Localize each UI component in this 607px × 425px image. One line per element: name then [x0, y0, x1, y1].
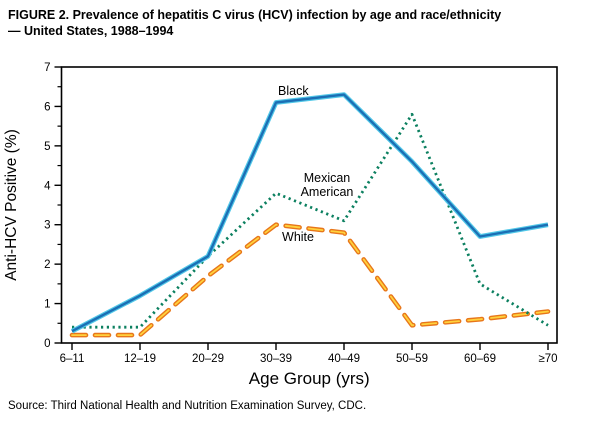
y-tick-label: 1: [44, 299, 50, 311]
series-mexican-american-line: [72, 112, 549, 329]
x-tick-label: 30–39: [260, 353, 292, 365]
x-tick-label: 50–59: [396, 353, 428, 365]
series-label-white: White: [282, 230, 314, 244]
y-tick-label: 2: [44, 259, 50, 271]
chart-area: 0 1 2 3 4 5 6 7 6–11 12–19 20–29 30–39 40–49 50–59 60–…: [0, 60, 607, 395]
x-tick-label: 60–69: [464, 353, 496, 365]
x-tick-label: 12–19: [124, 353, 156, 365]
figure-title-line2: — United States, 1988–1994: [8, 24, 174, 39]
y-tick-label: 3: [44, 220, 50, 232]
source-note: Source: Third National Health and Nutrit…: [8, 400, 367, 412]
y-tick-label: 5: [44, 141, 50, 153]
x-tick-label: 6–11: [60, 353, 85, 365]
y-axis-title: Anti-HCV Positive (%): [3, 129, 20, 281]
plot-frame: [60, 66, 558, 344]
series-white-line-core: [71, 223, 549, 337]
y-tick-label: 4: [44, 180, 51, 192]
x-tick-label: 20–29: [192, 353, 224, 365]
series-black-line-edge: [70, 92, 549, 334]
series-label-black: Black: [278, 84, 309, 98]
figure-title: FIGURE 2. Prevalence of hepatitis C viru…: [8, 7, 602, 40]
series-label-mexican-american: Mexican: [304, 171, 351, 185]
y-tick-label: 6: [44, 101, 50, 113]
figure-title-line1: FIGURE 2. Prevalence of hepatitis C viru…: [8, 8, 502, 22]
series-black-line: [71, 93, 549, 333]
x-tick-label: ≥70: [538, 353, 557, 365]
y-tick-label: 0: [44, 338, 50, 350]
y-tick-label: 7: [44, 62, 50, 74]
x-tick-label: 40–49: [328, 353, 360, 365]
hcv-line-chart: 0 1 2 3 4 5 6 7 6–11 12–19 20–29 30–39 40–49 50–59 60–…: [3, 62, 558, 388]
series-label-mexican-american: American: [301, 185, 354, 199]
x-axis-title: Age Group (yrs): [249, 369, 370, 388]
